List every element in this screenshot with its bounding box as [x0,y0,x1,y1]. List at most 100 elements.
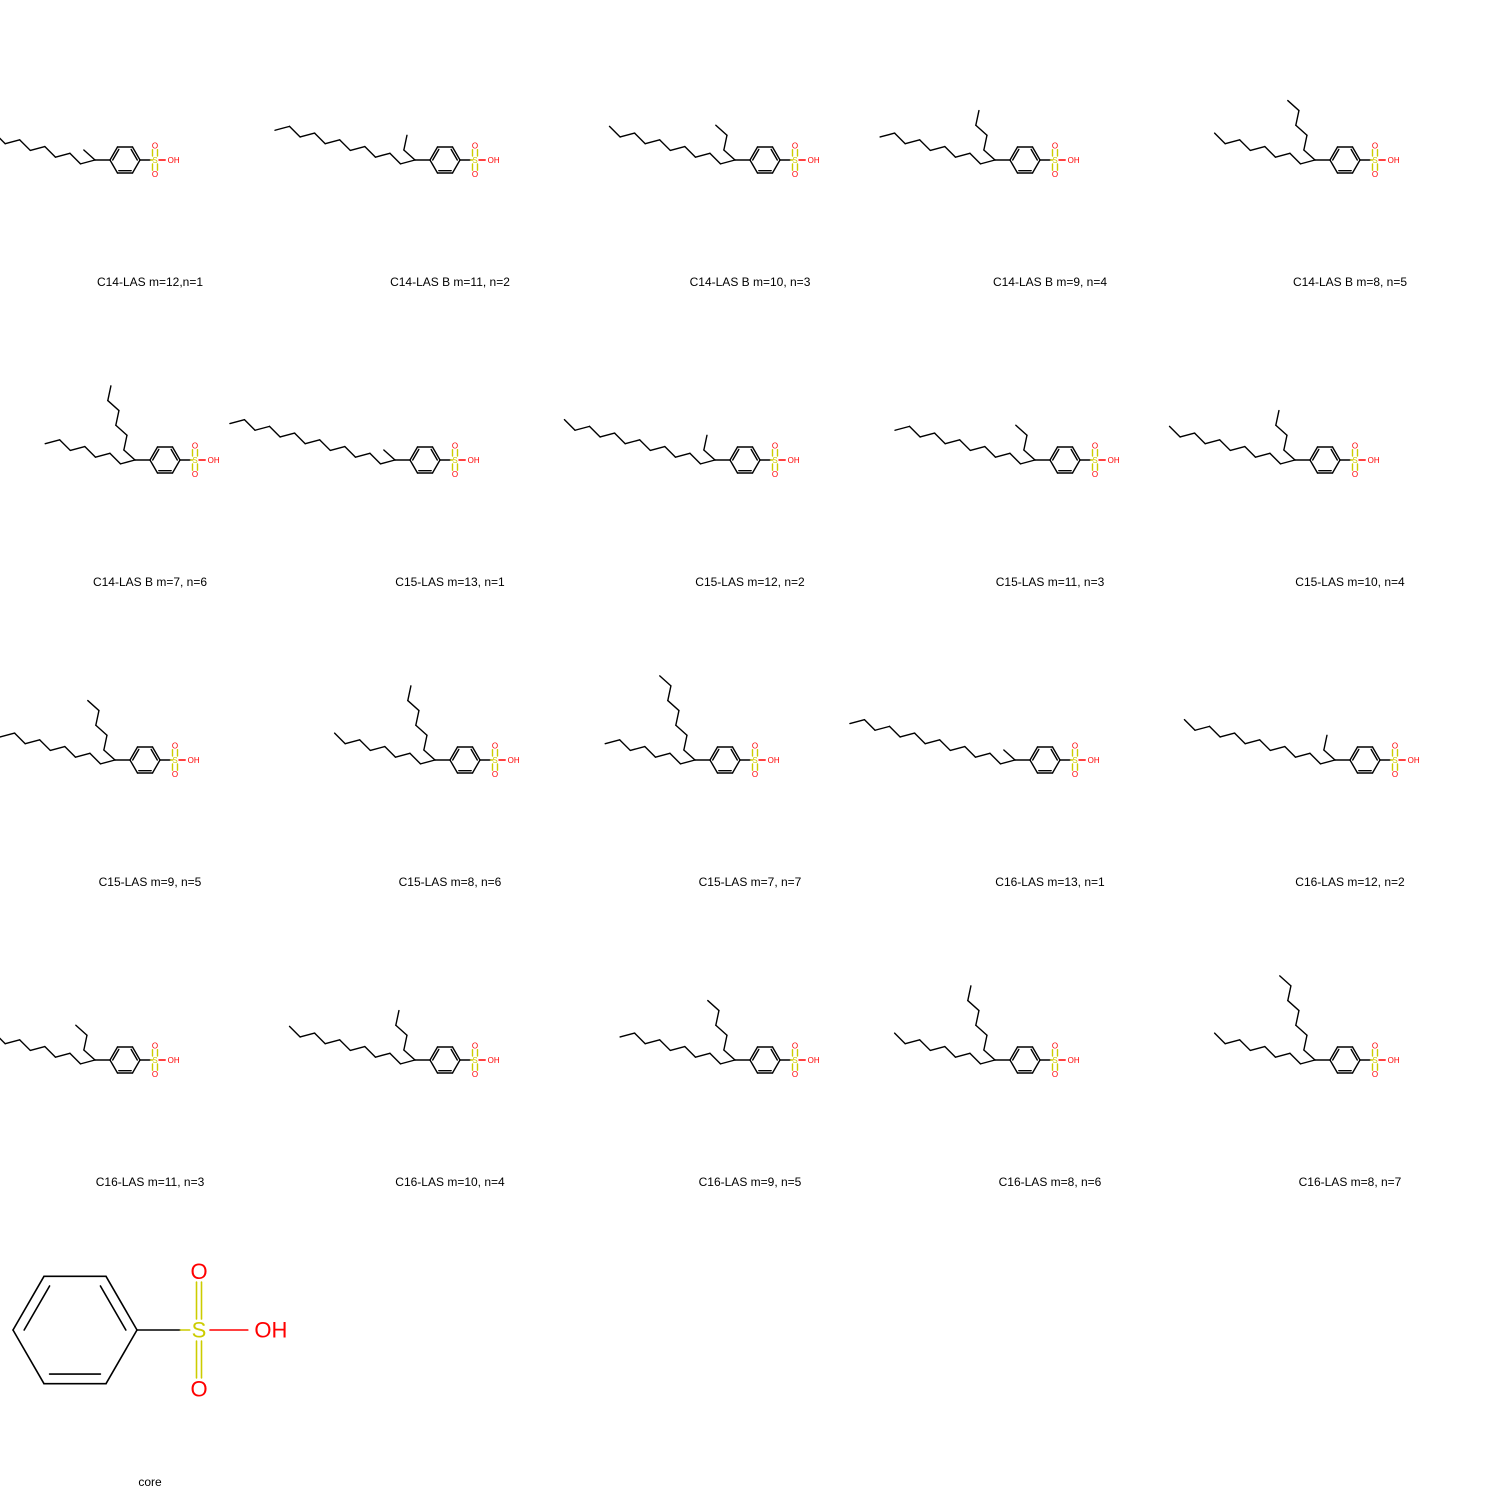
ring-bond [109,146,119,161]
molecule-label: C16-LAS m=9, n=5 [698,1175,802,1189]
alkyl-bond [369,452,382,465]
alkyl-bond [13,732,26,745]
alkyl-bond [324,1039,341,1045]
oxygen-atom: O [1392,742,1398,751]
oxygen-atom: O [152,1042,158,1051]
alkyl-bond [74,752,91,758]
ring-bond [1309,446,1319,461]
alkyl-bond [964,745,977,758]
sulfur-atom: S [1052,156,1057,165]
molecule-cell: S O O OH C14-LAS B m=7, n=6 [0,300,300,600]
ring-double-bond [151,448,160,461]
alkyl-bond [44,439,61,445]
structure-drawing: SO O OH [893,985,1080,1079]
ring-bond [131,146,141,161]
sulfur-atom: S [1092,456,1097,465]
alkyl-bond [339,139,352,152]
alkyl-bond [674,452,691,458]
alkyl-bond [624,439,641,445]
alkyl-bond [849,718,866,725]
hydroxyl-group: OH [808,156,820,165]
structure-drawing: SO O OH [849,718,1100,779]
alkyl-bond [4,1039,21,1045]
oxygen-atom: O [1372,1042,1378,1051]
oxygen-atom: O [192,442,198,451]
molecule-cell: S O O OH C15-LAS m=9, n=5 [0,600,300,900]
sulfur-atom: S [472,1056,477,1065]
oxygen-atom: O [452,442,458,451]
alkyl-bond [319,439,332,452]
alkyl-bond [689,452,702,465]
hydroxyl-group: OH [1088,756,1100,765]
alkyl-bond [1287,985,1292,1002]
alkyl-bond [1009,452,1022,465]
oxygen-atom: O [792,142,798,151]
ring-double-bond [1350,1048,1359,1061]
ring-double-bond [1051,448,1060,461]
molecule-label: C14-LAS B m=9, n=4 [992,275,1108,289]
alkyl-bond [268,425,281,438]
molecule-label: C16-LAS m=12, n=2 [1295,875,1405,889]
alkyl-bond [723,134,728,151]
alkyl-bond [0,732,16,738]
alkyl-bond [349,1045,366,1052]
alkyl-bond [0,1037,6,1045]
alkyl-bond [1264,1045,1277,1058]
alkyl-bond [669,145,686,152]
sulfur-atom: S [1072,756,1077,765]
alkyl-bond [59,439,72,452]
alkyl-bond [19,139,32,152]
ring-double-bond [770,148,779,161]
ring-bond [109,159,119,174]
alkyl-bond [1213,1032,1226,1045]
alkyl-bond [983,1049,996,1061]
molecule-cell: S O O OH C16-LAS m=10, n=4 [288,900,600,1200]
ring-double-bond [131,748,140,761]
hydroxyl-group: OH [168,156,180,165]
ring-double-bond [1350,148,1359,161]
hydroxyl-group: OH [1368,456,1380,465]
alkyl-bond [619,132,636,138]
alkyl-bond [954,152,971,158]
alkyl-bond [1323,734,1328,751]
ring-bond [729,459,739,474]
alkyl-bond [99,759,116,765]
ring-double-bond [170,448,179,461]
alkyl-bond [1023,434,1028,451]
alkyl-bond [103,749,116,761]
molecule-cell: S O O OH C16-LAS m=11, n=3 [0,900,300,1200]
ring-bond [429,159,439,174]
ring-bond [1029,746,1039,761]
alkyl-bond [1295,124,1308,136]
alkyl-bond [588,425,601,438]
ring-bond [1031,1059,1041,1074]
alkyl-bond [659,139,672,152]
hydroxyl-group: OH [1388,1056,1400,1065]
sulfur-atom: S [152,156,157,165]
molecule-label: C15-LAS m=12, n=2 [695,575,805,589]
structure-drawing: SO O OH [229,418,480,479]
structure-drawing: SO O OH [894,424,1120,479]
sulfur-atom: S [192,1318,207,1343]
molecule-cell: S O O OH C16-LAS m=13, n=1 [849,600,1200,900]
alkyl-bond [1303,1034,1308,1051]
sulfur-atom: S [772,456,777,465]
ring-bond [409,459,419,474]
structure-drawing: SO O OH [879,109,1080,179]
alkyl-bond [1279,459,1296,465]
alkyl-bond [89,752,102,765]
alkyl-bond [608,125,621,138]
ring-bond [471,759,481,774]
alkyl-bond [969,152,982,165]
ring-bond [449,759,459,774]
ring-double-bond [1351,748,1360,761]
ring-bond [12,1329,45,1385]
ring-double-bond [730,748,739,761]
alkyl-bond [619,739,632,752]
structure-drawing: SO O OH [619,999,820,1079]
alkyl-bond [69,152,82,165]
ring-bond [1329,146,1339,161]
alkyl-bond [1239,139,1252,152]
ring-double-bond [430,448,439,461]
alkyl-bond [669,1045,686,1052]
